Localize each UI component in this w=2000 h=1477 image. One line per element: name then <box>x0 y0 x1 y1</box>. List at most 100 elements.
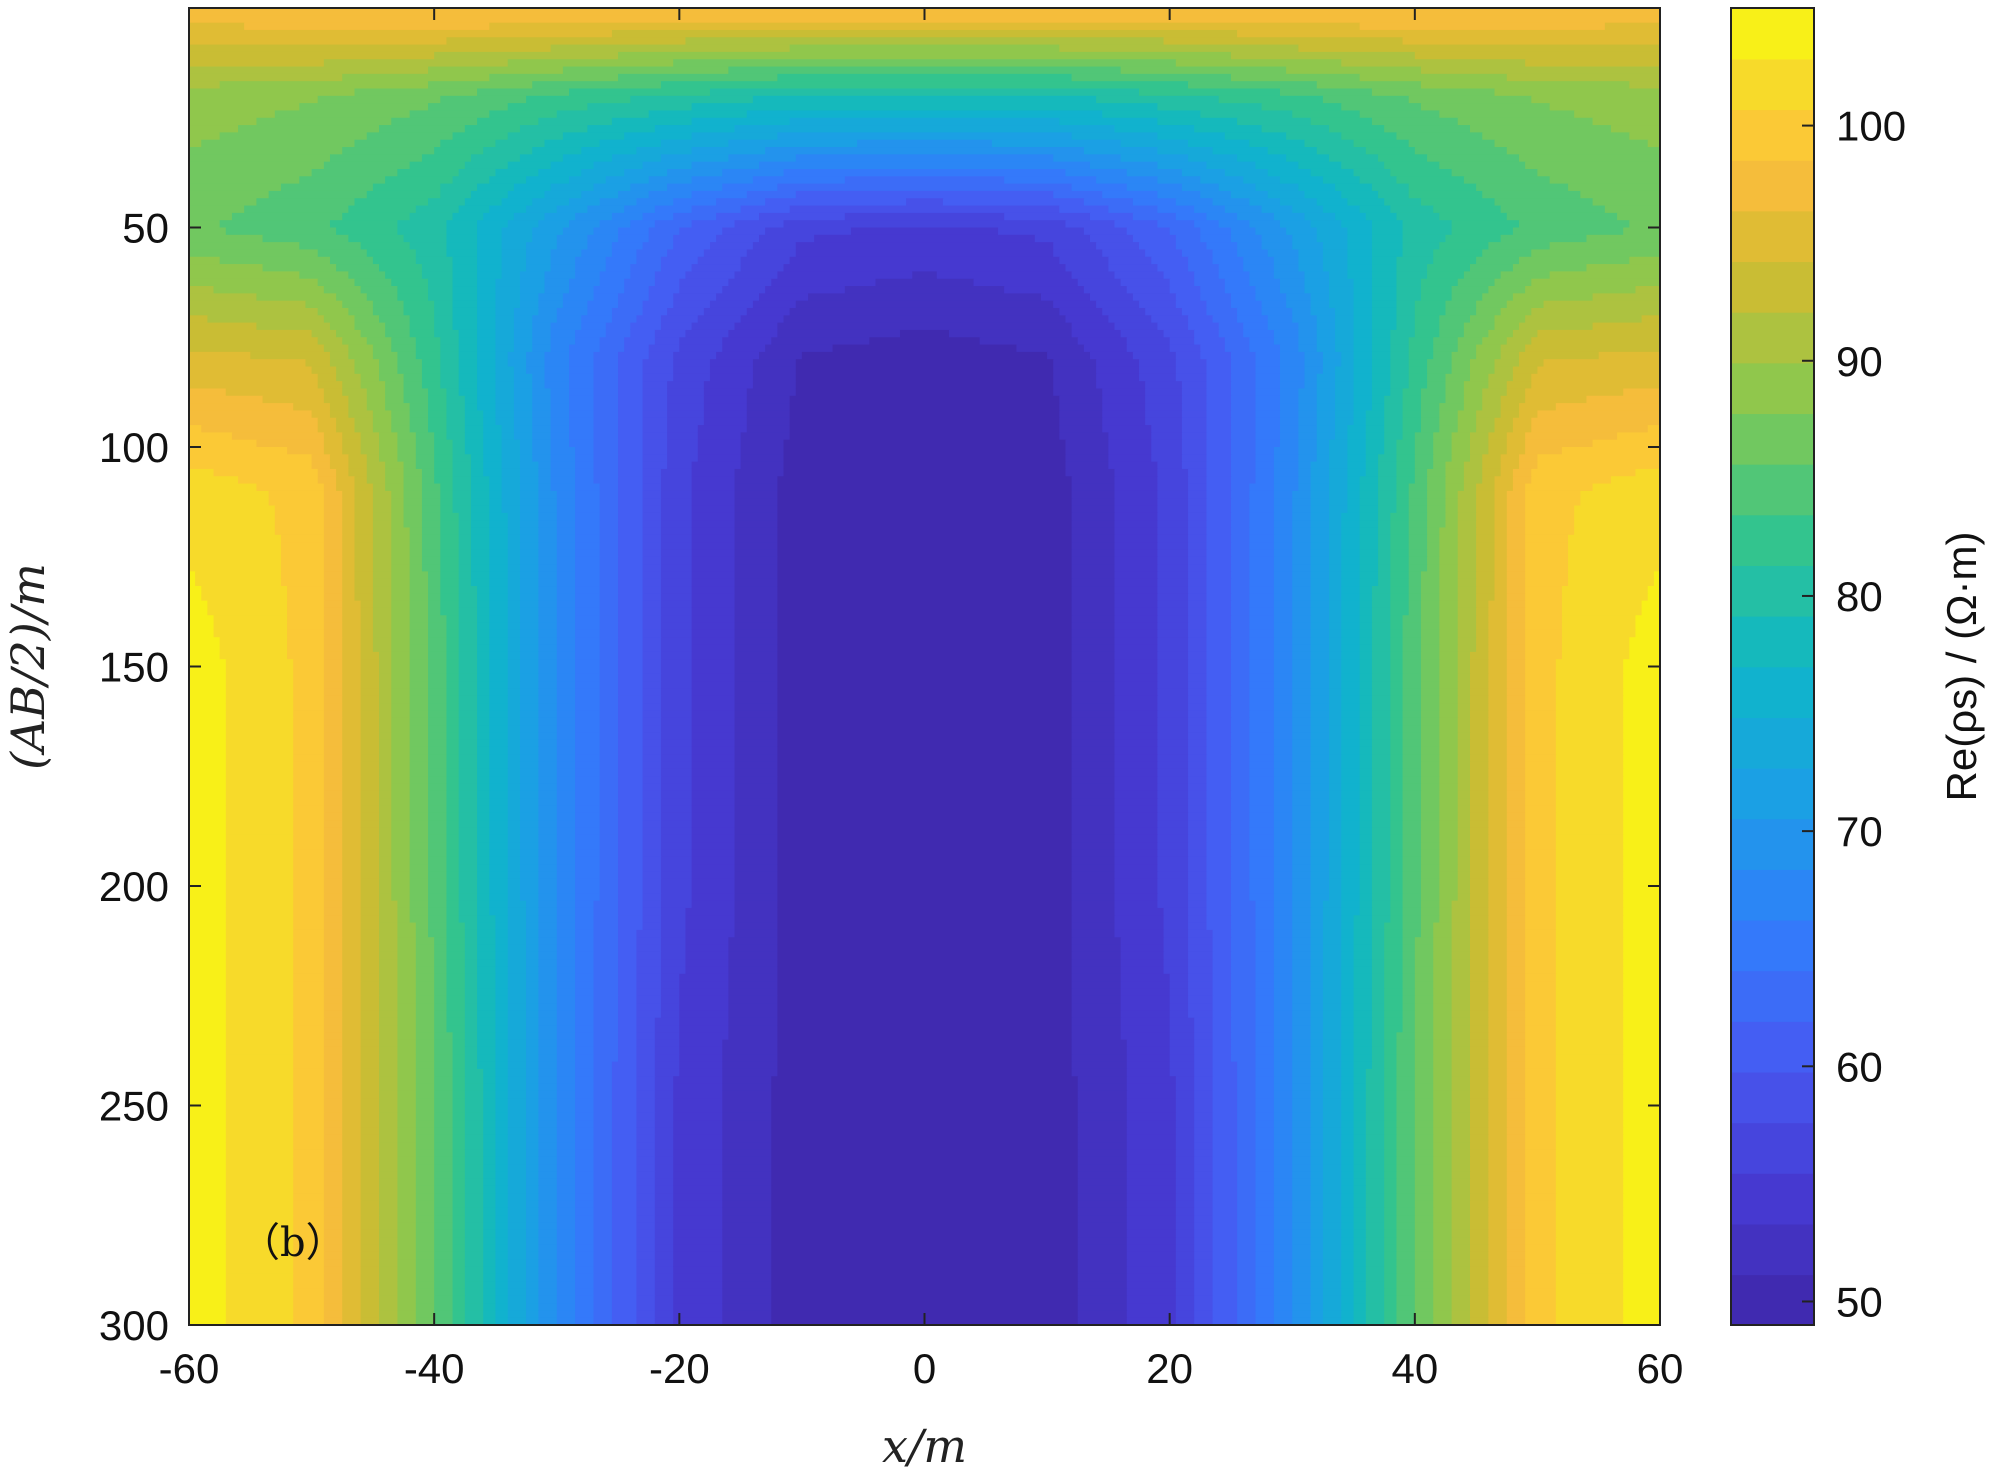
contour-cell <box>342 907 362 917</box>
contour-cell <box>458 644 478 653</box>
contour-cell <box>464 439 484 448</box>
contour-cell <box>1292 234 1318 243</box>
contour-cell <box>1206 659 1232 668</box>
contour-cell <box>1071 542 1116 551</box>
contour-cell <box>336 293 368 302</box>
contour-cell <box>293 900 325 909</box>
contour-cell <box>323 768 344 778</box>
contour-cell <box>691 468 736 478</box>
contour-cell <box>1549 271 1661 280</box>
contour-cell <box>1420 864 1441 873</box>
contour-cell <box>428 717 448 726</box>
contour-cell <box>1114 688 1159 697</box>
contour-cell <box>642 549 662 558</box>
contour-cell <box>1371 673 1392 682</box>
contour-cell <box>1488 607 1508 617</box>
contour-cell <box>1408 520 1428 529</box>
contour-cell <box>556 578 576 587</box>
contour-cell <box>1525 439 1594 448</box>
contour-cell <box>464 929 478 939</box>
contour-cell <box>1188 856 1208 865</box>
contour-cell <box>287 593 325 602</box>
contour-cell <box>556 593 576 602</box>
contour-cell <box>538 703 558 712</box>
contour-cell <box>1371 615 1392 624</box>
contour-cell <box>440 586 460 595</box>
contour-cell <box>1488 242 1551 251</box>
contour-cell <box>556 242 589 251</box>
contour-cell <box>1230 915 1257 924</box>
contour-cell <box>1470 812 1490 821</box>
contour-cell <box>777 856 1073 865</box>
contour-cell <box>1206 527 1232 536</box>
contour-cell <box>391 410 411 419</box>
contour-cell <box>691 220 736 229</box>
contour-cell <box>1206 564 1232 573</box>
contour-cell <box>660 849 693 858</box>
contour-cell <box>391 607 411 617</box>
contour-cell <box>1188 673 1208 682</box>
contour-cell <box>777 629 1073 639</box>
contour-cell <box>660 703 693 712</box>
contour-cell <box>1341 842 1361 851</box>
contour-cell <box>470 527 491 536</box>
contour-cell <box>311 454 331 463</box>
contour-cell <box>409 329 435 339</box>
contour-cell <box>519 871 540 880</box>
contour-cell <box>446 798 460 807</box>
contour-cell <box>1071 132 1159 141</box>
contour-cell <box>1169 337 1195 346</box>
contour-cell <box>1457 622 1477 631</box>
contour-cell <box>1353 293 1373 302</box>
contour-cell <box>1390 886 1404 895</box>
contour-cell <box>1568 549 1661 558</box>
contour-cell <box>611 315 638 324</box>
contour-cell <box>844 176 1005 185</box>
contour-cell <box>354 88 478 97</box>
contour-cell <box>1353 410 1367 419</box>
contour-cell <box>1390 798 1404 807</box>
contour-cell <box>501 249 527 258</box>
contour-cell <box>1457 117 1594 126</box>
contour-cell <box>569 278 601 287</box>
contour-cell <box>342 147 435 156</box>
contour-cell <box>342 812 362 821</box>
contour-cell <box>642 586 662 595</box>
contour-cell <box>1525 571 1569 580</box>
contour-cell <box>446 637 460 646</box>
contour-cell <box>385 395 405 404</box>
contour-cell <box>397 351 417 360</box>
contour-cell <box>734 688 779 697</box>
contour-cell <box>1169 227 1202 236</box>
contour-cell <box>1273 871 1294 880</box>
contour-cell <box>1157 615 1189 624</box>
contour-cell <box>1390 710 1404 719</box>
contour-cell <box>189 534 282 543</box>
contour-cell <box>1457 593 1477 602</box>
contour-cell <box>225 886 294 895</box>
contour-cell <box>556 498 576 507</box>
contour-cell <box>1519 461 1539 470</box>
contour-cell <box>538 783 558 792</box>
contour-cell <box>777 798 1073 807</box>
contour-cell <box>1249 139 1306 148</box>
contour-cell <box>391 637 411 646</box>
contour-cell <box>397 922 417 931</box>
contour-cell <box>489 22 1361 31</box>
contour-cell <box>1402 739 1422 748</box>
contour-cell <box>1071 476 1116 485</box>
contour-cell <box>979 337 1079 346</box>
contour-cell <box>642 242 675 251</box>
contour-cell <box>458 776 478 785</box>
contour-cell <box>379 725 393 734</box>
contour-cell <box>1525 893 1557 902</box>
contour-cell <box>1206 373 1232 382</box>
contour-cell <box>734 842 779 851</box>
contour-cell <box>556 746 576 756</box>
contour-cell <box>1230 754 1251 763</box>
contour-cell <box>1053 359 1097 368</box>
contour-cell <box>1378 498 1398 507</box>
contour-cell <box>691 812 736 821</box>
contour-cell <box>1157 629 1189 639</box>
contour-cell <box>1488 915 1508 924</box>
